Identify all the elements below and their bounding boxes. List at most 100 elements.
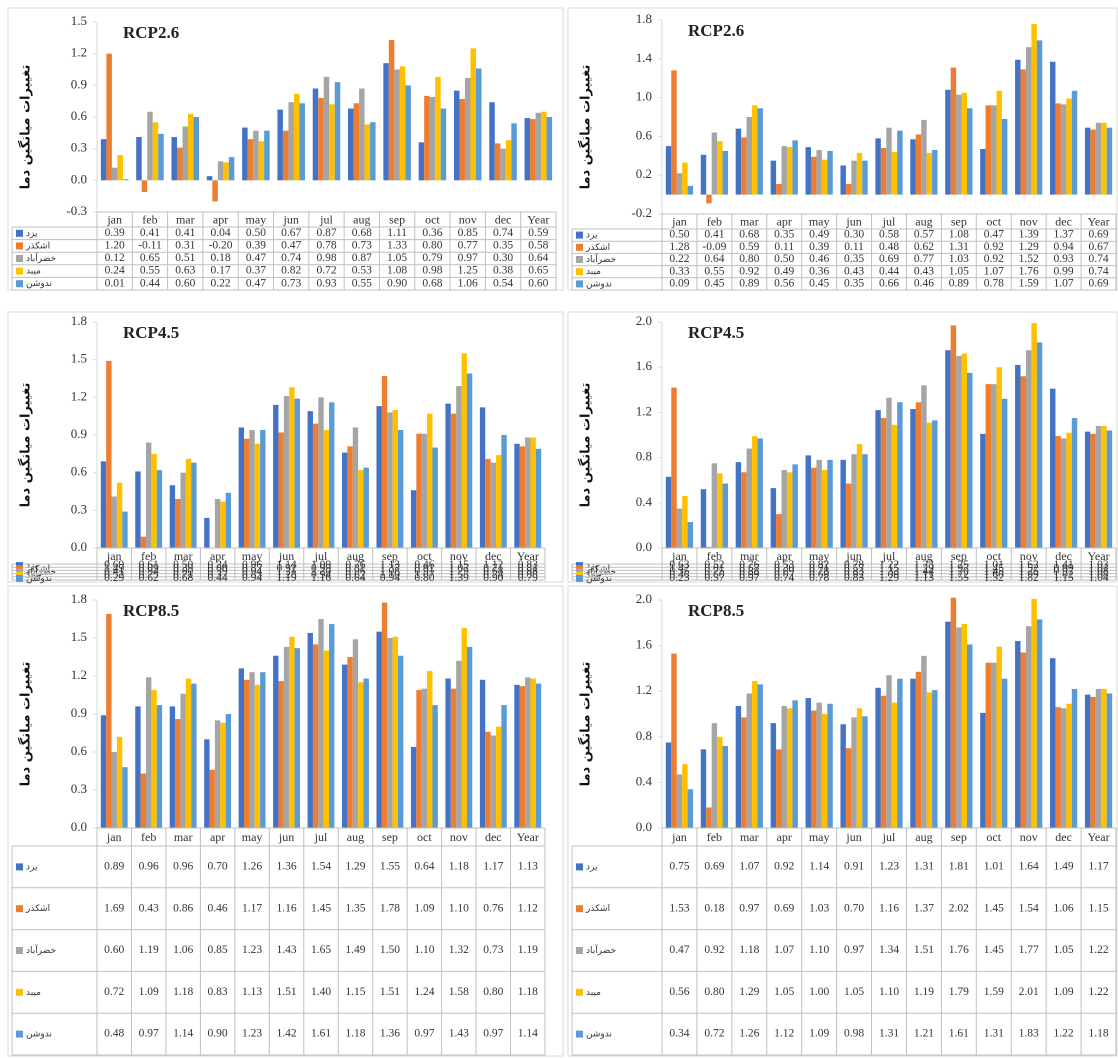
table-cell: 1.53 bbox=[669, 902, 689, 914]
x-tick-label: apr bbox=[777, 214, 792, 228]
table-cell: 0.71 bbox=[809, 562, 829, 574]
bar bbox=[318, 619, 324, 828]
bar bbox=[665, 146, 672, 195]
table-cell: 1.23 bbox=[242, 1028, 262, 1040]
table-cell: 0.96 bbox=[345, 566, 365, 578]
table-cell: 0.62 bbox=[914, 241, 934, 253]
bar bbox=[665, 742, 672, 828]
x-tick-label: Year bbox=[527, 212, 549, 226]
table-cell: 1.19 bbox=[518, 944, 538, 956]
y-tick-label: 2.0 bbox=[636, 591, 652, 606]
bar bbox=[810, 156, 817, 195]
bar bbox=[915, 402, 922, 548]
table-cell: 0.83 bbox=[518, 559, 538, 571]
table-cell: 1.14 bbox=[809, 861, 829, 873]
bar bbox=[875, 410, 881, 548]
table-cell: 1.51 bbox=[276, 986, 296, 998]
y-tick-label: 0.9 bbox=[71, 705, 87, 720]
x-tick-label: jul bbox=[314, 549, 328, 563]
chart: 0.0 0.4 0.8 1.2 1.6 2.0 تغییرات میانگین دما RCP… bbox=[567, 311, 1118, 584]
bar bbox=[805, 147, 811, 195]
bar bbox=[151, 689, 157, 828]
bar bbox=[932, 420, 938, 548]
bar bbox=[961, 92, 968, 195]
bar bbox=[805, 698, 811, 828]
bar bbox=[757, 108, 763, 195]
bar bbox=[851, 717, 857, 828]
table-cell: 1.04 bbox=[1088, 572, 1108, 584]
bar bbox=[416, 433, 422, 548]
bar bbox=[223, 162, 229, 181]
chart-title: RCP4.5 bbox=[123, 323, 179, 342]
bar bbox=[717, 736, 723, 828]
bar bbox=[175, 499, 181, 548]
table-cell: 0.78 bbox=[809, 572, 829, 584]
bar bbox=[141, 180, 148, 192]
y-tick-label: 0.6 bbox=[71, 108, 88, 123]
table-cell: 0.11 bbox=[844, 241, 864, 253]
bar bbox=[146, 677, 152, 828]
table-cell: 1.22 bbox=[1088, 944, 1108, 956]
table-cell: 0.29 bbox=[104, 572, 124, 584]
x-tick-label: jan bbox=[671, 549, 687, 563]
bar bbox=[880, 148, 887, 195]
x-tick-label: jan bbox=[106, 549, 122, 563]
y-tick-label: 1.2 bbox=[71, 388, 87, 403]
x-tick-label: aug bbox=[347, 549, 364, 563]
bar bbox=[1060, 438, 1067, 548]
legend-swatch bbox=[576, 863, 583, 871]
table-cell: 0.97 bbox=[844, 944, 864, 956]
bar bbox=[915, 134, 922, 195]
bar bbox=[342, 664, 348, 828]
bar bbox=[100, 461, 107, 548]
bar bbox=[945, 350, 951, 548]
table-cell: 0.76 bbox=[483, 902, 503, 914]
table-cell: 1.61 bbox=[949, 1028, 969, 1040]
table-cell: 0.34 bbox=[669, 1028, 689, 1040]
legend-label: اشکذر bbox=[25, 564, 50, 574]
bar bbox=[501, 435, 507, 548]
bar bbox=[204, 739, 210, 828]
table-cell: 0.92 bbox=[704, 944, 724, 956]
table-cell: 1.50 bbox=[380, 944, 400, 956]
table-cell: 0.94 bbox=[242, 572, 262, 584]
table-cell: 1.05 bbox=[387, 252, 407, 264]
table-cell: 1.19 bbox=[276, 572, 296, 584]
table-cell: 1.51 bbox=[380, 986, 400, 998]
legend-swatch bbox=[16, 267, 23, 275]
bar bbox=[307, 632, 313, 828]
y-tick-label: 0.0 bbox=[71, 539, 87, 554]
x-tick-label: feb bbox=[141, 549, 156, 563]
bar bbox=[323, 429, 330, 548]
table-cell: 0.78 bbox=[809, 566, 829, 578]
table-cell: 0.92 bbox=[984, 241, 1004, 253]
table-cell: 1.32 bbox=[449, 944, 469, 956]
table-cell: 0.47 bbox=[669, 944, 689, 956]
table-cell: 0.48 bbox=[879, 241, 899, 253]
bar bbox=[910, 678, 916, 828]
table-cell: 0.77 bbox=[914, 253, 934, 265]
table-cell: 0.97 bbox=[458, 252, 478, 264]
bar bbox=[329, 104, 335, 181]
bar bbox=[687, 185, 694, 195]
table-cell: 0.74 bbox=[493, 227, 513, 239]
bar bbox=[294, 648, 300, 828]
table-cell: 1.10 bbox=[380, 569, 400, 581]
y-tick-label: 0.9 bbox=[71, 426, 87, 441]
table-cell: 0.64 bbox=[414, 861, 434, 873]
bar bbox=[342, 452, 348, 548]
table-cell: 0.30 bbox=[493, 252, 513, 264]
legend-label: ندوشن bbox=[26, 279, 52, 289]
table-cell: 0.57 bbox=[914, 229, 934, 241]
bar bbox=[1055, 103, 1061, 195]
x-tick-label: feb bbox=[707, 549, 722, 563]
chart: 0.0 0.3 0.6 0.9 1.2 1.5 1.8 تغییرات میانگین دما… bbox=[7, 585, 564, 1057]
x-tick-label: nov bbox=[459, 212, 477, 226]
bar bbox=[307, 411, 313, 548]
table-cell: 0.93 bbox=[1054, 253, 1074, 265]
bar bbox=[277, 109, 283, 181]
bar bbox=[191, 683, 197, 828]
x-tick-label: jun bbox=[845, 214, 861, 228]
table-cell: 1.75 bbox=[949, 559, 969, 571]
chart: -0.2 0.2 0.6 1.0 1.4 1.8 تغییرات میانگین دما RC… bbox=[567, 7, 1118, 291]
